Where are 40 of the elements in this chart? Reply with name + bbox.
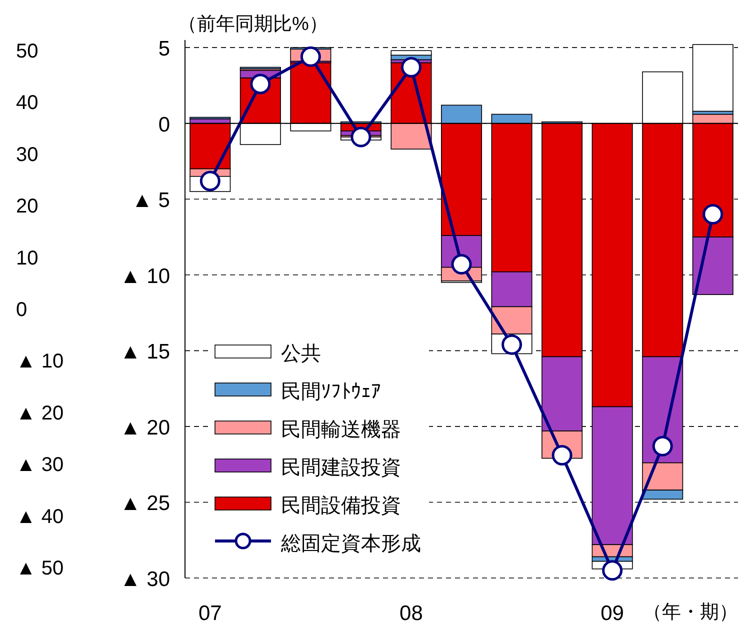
- legend-label: 民間設備投資: [281, 495, 401, 517]
- y-tick-label: ▲ 25: [120, 492, 170, 516]
- y2-tick-label: 20: [16, 196, 38, 218]
- x-tick-label: 09: [600, 602, 624, 625]
- legend-label: 民間建設投資: [281, 457, 401, 479]
- point: [300, 46, 321, 67]
- y2-tick-label: 0: [16, 299, 28, 321]
- y-axis-title: （前年同期比%）: [178, 14, 328, 35]
- y2-tick-label: ▲ 30: [16, 454, 64, 476]
- point: [400, 57, 422, 78]
- x-tick-label: 08: [400, 602, 423, 625]
- y2-tick-label: 40: [16, 92, 38, 114]
- point: [350, 126, 372, 148]
- legend-label: 民間輸送機器: [281, 419, 401, 441]
- legend-label: 民間ｿﾌﾄｳｪｱ: [281, 381, 381, 403]
- y2-tick-label: ▲ 20: [16, 402, 64, 424]
- point: [702, 204, 724, 225]
- y-tick-label: ▲ 20: [120, 416, 170, 440]
- y2-tick-label: 30: [16, 144, 38, 166]
- point: [200, 170, 220, 192]
- point: [602, 560, 623, 581]
- legend-label: 公共: [281, 343, 321, 365]
- y-tick-label: 5: [158, 38, 170, 61]
- y-tick-label: 0: [158, 113, 170, 136]
- y2-tick-label: 10: [16, 247, 38, 270]
- y-tick-label: ▲ 10: [120, 264, 170, 288]
- point: [502, 334, 522, 355]
- y2-tick-label: ▲ 40: [16, 506, 64, 528]
- y-tick-label: ▲ 30: [120, 568, 170, 591]
- point: [652, 436, 673, 456]
- x-axis-title: （年・期）: [643, 602, 738, 623]
- y2-tick-label: ▲ 50: [16, 558, 64, 580]
- point: [250, 74, 271, 94]
- x-tick-label: 07: [198, 602, 222, 625]
- y2-tick-label: 50: [16, 40, 38, 62]
- y-tick-label: ▲ 5: [132, 189, 170, 212]
- y-tick-label: ▲ 15: [120, 340, 170, 364]
- y2-tick-label: ▲ 10: [16, 350, 64, 373]
- legend-label: 総固定資本形成: [280, 533, 421, 555]
- point: [451, 254, 472, 275]
